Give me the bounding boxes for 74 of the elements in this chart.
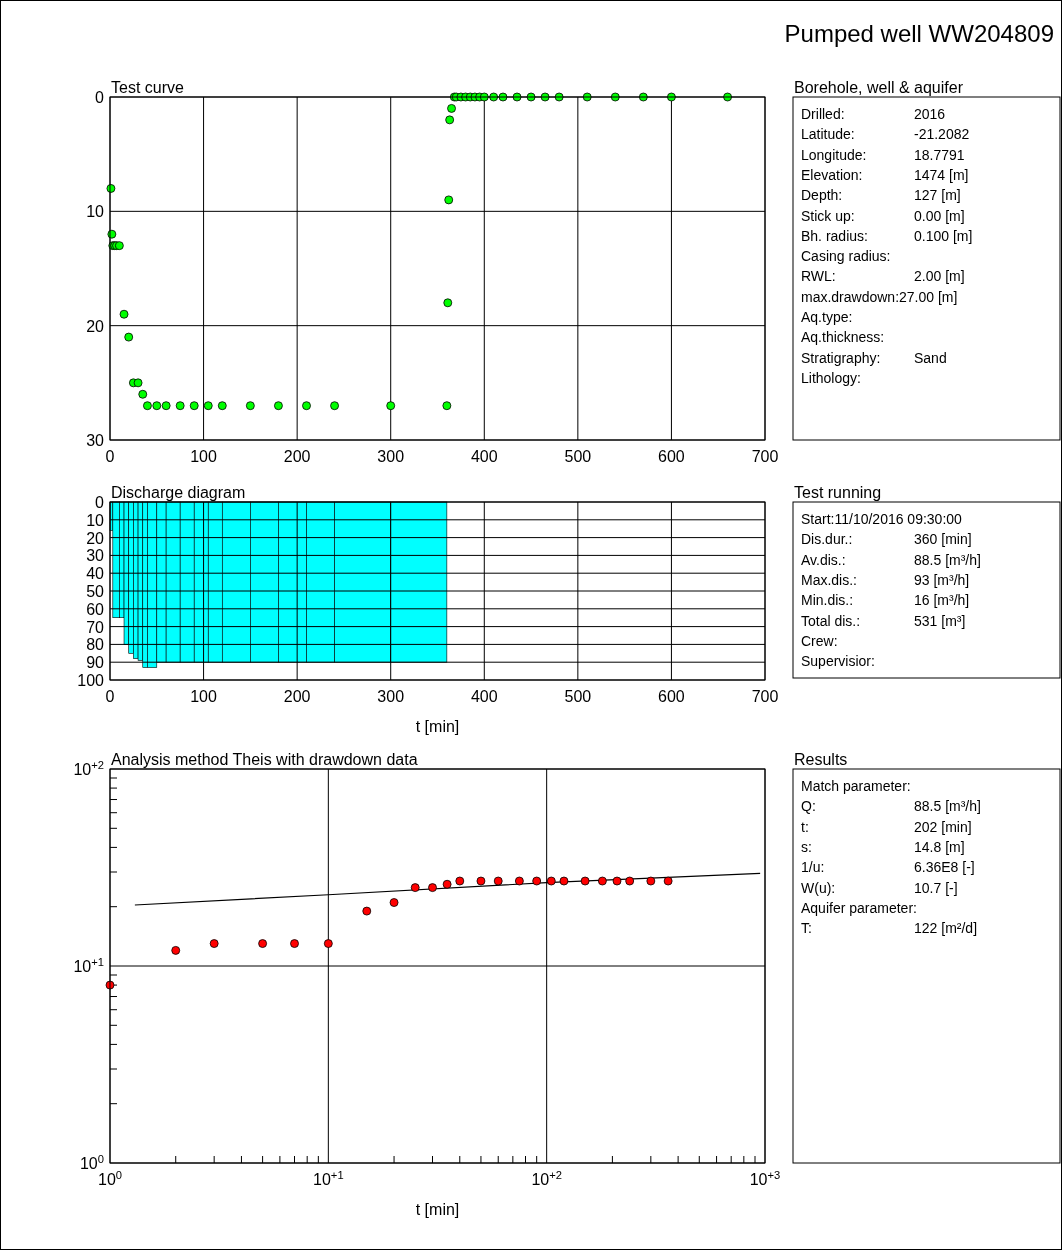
text: Lithology: [801, 369, 861, 386]
text: Results [794, 751, 848, 768]
text: Dis.dur.: 360 [min] [801, 531, 972, 548]
x-tick-label: 400 [470, 448, 498, 465]
y-tick-label: 0 [95, 494, 105, 511]
x-tick-label: 500 [564, 448, 592, 465]
y-tick-label: 90 [86, 654, 105, 672]
text: Borehole, well & aquifer [794, 79, 964, 96]
text: Bh. radius: 0.100 [m] [801, 227, 973, 244]
text: Latitude: -21.2082 [801, 126, 970, 143]
text: Stratigraphy: Sand [801, 349, 947, 366]
y-tick-label: 10 [86, 511, 105, 529]
text: Av.dis.: 88.5 [m³/h] [801, 551, 981, 568]
x-tick-label: 500 [564, 688, 592, 705]
x-tick-label: 200 [283, 448, 311, 465]
y-tick-label: 30 [86, 547, 105, 565]
text: Pumped well WW204809 [784, 20, 1054, 47]
chart-title: Test curve [111, 79, 185, 96]
text: Depth: 127 [m] [801, 187, 961, 204]
x-axis-title: t [min] [415, 718, 460, 735]
x-tick-label: 700 [751, 448, 779, 465]
text: T: 122 [m²/d] [801, 920, 978, 937]
x-tick-label: 100 [190, 688, 218, 705]
text: Start:11/10/2016 09:30:00 [801, 511, 963, 527]
x-tick-label: 10$^{+3}$ [749, 1169, 781, 1188]
x-tick-label: 100 [190, 448, 218, 465]
text: Total dis.: 531 [m³] [801, 612, 966, 629]
x-tick-label: 300 [377, 448, 405, 465]
text: Stick up: 0.00 [m] [801, 207, 965, 224]
x-tick-label: 10$^{+2}$ [531, 1169, 562, 1188]
x-tick-label: 200 [283, 688, 311, 705]
text: Supervisior: [801, 653, 875, 670]
y-tick-label: 10$^{0}$ [79, 1153, 104, 1172]
chart-title: Analysis method Theis with drawdown data [111, 751, 418, 768]
y-tick-label: 0 [95, 89, 105, 106]
text: Test running [794, 484, 882, 501]
chart-title: Discharge diagram [111, 484, 246, 501]
text: Drilled: 2016 [801, 106, 946, 122]
y-tick-label: 60 [86, 600, 105, 618]
x-tick-label: 600 [658, 448, 685, 465]
text: Aq.thickness: [801, 329, 885, 346]
x-tick-label: 10$^{+1}$ [313, 1169, 344, 1188]
x-tick-label: 600 [658, 688, 685, 705]
text: max.drawdown:27.00 [m] [801, 288, 958, 305]
x-axis-title: t [min] [415, 1201, 460, 1218]
y-tick-label: 10 [86, 203, 105, 221]
text: Elevation: 1474 [m] [801, 166, 969, 183]
y-tick-label: 50 [86, 583, 105, 600]
text: W(u): 10.7 [-] [801, 879, 958, 896]
text: Casing radius: [801, 248, 891, 265]
text: Min.dis.: 16 [m³/h] [801, 592, 970, 609]
text: Aq.type: [801, 309, 853, 325]
y-tick-label: 30 [86, 432, 105, 449]
y-tick-label: 70 [86, 618, 105, 636]
x-tick-label: 300 [377, 688, 405, 705]
y-tick-label: 20 [86, 529, 105, 547]
x-tick-label: 400 [470, 688, 498, 705]
text: 1/u: 6.36E8 [-] [801, 859, 975, 876]
text: Longitude: 18.7791 [801, 146, 965, 163]
text: s: 14.8 [m] [801, 838, 965, 855]
text: Crew: [801, 632, 838, 649]
y-tick-label: 100 [77, 672, 105, 689]
text: Aquifer parameter: [801, 899, 917, 916]
text: Max.dis.: 93 [m³/h] [801, 571, 970, 588]
y-tick-label: 40 [86, 565, 105, 583]
text: t: 202 [min] [801, 818, 972, 835]
y-tick-label: 10$^{+1}$ [73, 956, 104, 975]
text: RWL: 2.00 [m] [801, 268, 965, 285]
text: Q: 88.5 [m³/h] [801, 798, 981, 815]
x-tick-label: 700 [751, 688, 779, 705]
y-tick-label: 20 [86, 317, 105, 335]
y-tick-label: 10$^{+2}$ [73, 759, 104, 778]
y-tick-label: 80 [86, 636, 105, 654]
text: Match parameter: [801, 778, 911, 794]
